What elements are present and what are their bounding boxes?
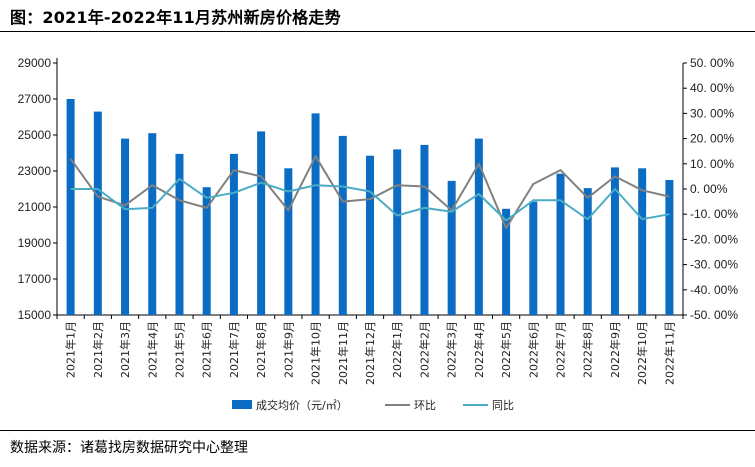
right-tick-label: -10. 00%: [690, 207, 738, 221]
legend-yoy-label: 同比: [492, 399, 514, 412]
data-source-note: 数据来源：诸葛找房数据研究中心整理: [10, 440, 248, 456]
left-tick-label: 25000: [18, 128, 52, 142]
mom-series-line: [69, 155, 670, 230]
left-tick-label: 17000: [18, 272, 52, 286]
bar: [665, 180, 674, 315]
chart-legend: 成交均价（元/㎡） 环比 同比: [232, 398, 514, 412]
bar: [529, 201, 538, 315]
left-tick-label: 21000: [18, 200, 52, 214]
x-tick-label: 2022年4月: [472, 321, 486, 378]
x-tick-label: 2022年1月: [390, 321, 404, 378]
bar: [66, 99, 75, 315]
right-tick-label: -50. 00%: [690, 308, 738, 322]
bar: [202, 187, 211, 315]
x-tick-label: 2021年1月: [64, 321, 78, 378]
x-tick-label: 2021年2月: [91, 321, 105, 378]
x-tick-label: 2021年10月: [309, 321, 323, 385]
x-tick-label: 2021年5月: [172, 321, 186, 378]
bar: [447, 180, 456, 315]
legend-bar-swatch: [232, 400, 252, 409]
left-tick-label: 27000: [18, 92, 52, 106]
bar: [502, 208, 511, 315]
x-tick-label: 2022年3月: [445, 321, 459, 378]
page-title: 图：2021年-2022年11月苏州新房价格走势: [10, 8, 341, 27]
bar: [420, 144, 429, 315]
bar: [311, 113, 320, 316]
bar: [93, 111, 102, 315]
x-tick-label: 2022年5月: [499, 321, 513, 378]
x-tick-label: 2021年4月: [145, 321, 159, 378]
x-tick-label: 2022年6月: [526, 321, 540, 378]
right-tick-label: -20. 00%: [690, 232, 738, 246]
x-tick-label: 2021年12月: [363, 321, 377, 385]
x-tick-label: 2022年7月: [554, 321, 568, 378]
right-tick-label: 20. 00%: [690, 132, 734, 146]
yoy-series-line: [70, 177, 670, 222]
bar: [638, 168, 647, 315]
right-tick-label: 50. 00%: [690, 56, 734, 70]
x-tick-label: 2021年3月: [118, 321, 132, 378]
bar: [338, 135, 347, 315]
x-tick-label: 2021年8月: [254, 321, 268, 378]
line-series: [69, 155, 670, 230]
bar: [556, 173, 565, 315]
right-tick-label: -40. 00%: [690, 283, 738, 297]
left-tick-label: 19000: [18, 236, 52, 250]
bar: [366, 155, 374, 315]
right-tick-label: 10. 00%: [690, 157, 734, 171]
x-tick-label: 2022年2月: [417, 321, 431, 378]
left-tick-label: 15000: [18, 308, 52, 322]
legend-bar-label: 成交均价（元/㎡）: [256, 398, 348, 412]
bar: [474, 138, 483, 315]
x-tick-label: 2022年10月: [635, 321, 649, 385]
bar: [148, 133, 157, 315]
bar: [257, 131, 266, 315]
bar: [284, 168, 293, 315]
right-tick-label: 40. 00%: [690, 81, 734, 95]
bar: [610, 167, 619, 315]
x-tick-label: 2021年9月: [281, 321, 295, 378]
footer-divider: [0, 430, 755, 431]
x-tick-label: 2022年11月: [662, 321, 676, 385]
bar: [229, 153, 238, 315]
tick-labels: 15000 17000 19000 21000 23000 25000 27000 29000…: [18, 56, 739, 385]
bar: [121, 138, 130, 315]
bar: [583, 188, 592, 315]
bar-series: [66, 99, 674, 316]
left-tick-label: 29000: [18, 56, 52, 70]
x-tick-label: 2022年8月: [581, 321, 595, 378]
right-tick-label: -30. 00%: [690, 258, 738, 272]
bar: [393, 149, 402, 315]
x-tick-label: 2021年7月: [227, 321, 241, 378]
title-divider: [0, 31, 755, 32]
right-tick-label: 0. 00%: [690, 182, 728, 196]
bar: [175, 153, 184, 315]
x-tick-label: 2021年11月: [336, 321, 350, 385]
left-tick-label: 23000: [18, 164, 52, 178]
x-tick-label: 2021年6月: [200, 321, 214, 378]
x-tick-label: 2022年9月: [608, 321, 622, 378]
right-tick-label: 30. 00%: [690, 106, 734, 120]
legend-mom-label: 环比: [414, 399, 436, 412]
